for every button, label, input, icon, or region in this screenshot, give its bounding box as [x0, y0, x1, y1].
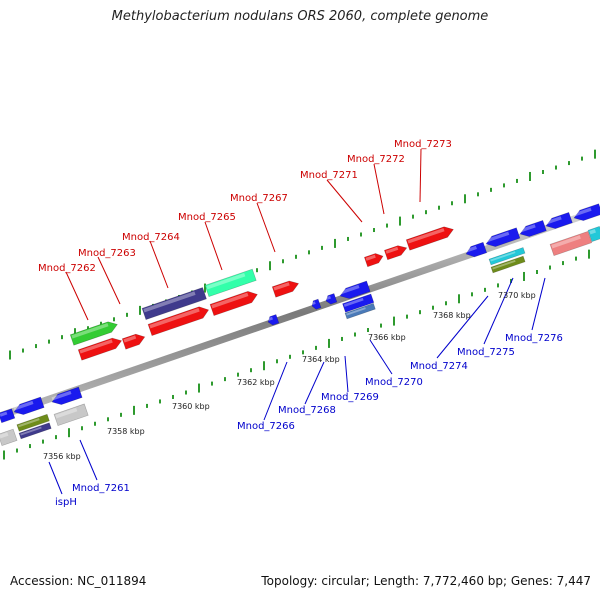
leader-line: [149, 240, 169, 289]
leader-line: [344, 355, 349, 393]
leader-line: [419, 148, 422, 203]
gene-feature: [18, 422, 52, 440]
gene-label-bottom[interactable]: Mnod_7274: [410, 361, 468, 372]
gene-feature: [0, 428, 18, 447]
leader-line: [79, 439, 98, 481]
gene-feature: [383, 245, 408, 261]
gene-feature: [519, 219, 547, 237]
gene-label-top[interactable]: Mnod_7267: [230, 193, 288, 204]
scale-label: 7370 kbp: [498, 291, 536, 300]
leader-line: [204, 221, 223, 271]
gene-labels: Mnod_7262 Mnod_7263 Mnod_7264 Mnod_7265 …: [38, 139, 563, 508]
leader-line: [326, 179, 363, 223]
gene-feature: [490, 255, 526, 274]
gene-feature: [77, 337, 123, 361]
accession-text: Accession: NC_011894: [10, 574, 147, 588]
gene-label-top[interactable]: Mnod_7273: [394, 139, 452, 150]
gene-label-bottom[interactable]: Mnod_7269: [321, 392, 379, 403]
kbp-scale-labels: 7356 kbp 7358 kbp 7360 kbp 7362 kbp 7364…: [43, 291, 536, 461]
gene-feature: [488, 247, 526, 266]
leader-line: [263, 361, 288, 421]
leader-line: [256, 202, 276, 253]
map-title: Methylobacterium nodulans ORS 2060, comp…: [111, 9, 489, 24]
gene-label-top[interactable]: Mnod_7262: [38, 263, 96, 274]
gene-feature: [209, 291, 258, 317]
gene-feature: [267, 314, 280, 326]
gene-feature: [0, 408, 16, 424]
scale-label: 7356 kbp: [43, 452, 81, 461]
gene-feature: [51, 386, 83, 405]
gene-feature: [13, 396, 45, 415]
gene-feature: [271, 280, 300, 298]
gene-label-bottom[interactable]: ispH: [55, 497, 77, 508]
leader-line: [48, 461, 63, 495]
gene-feature: [311, 298, 322, 310]
scale-label: 7368 kbp: [433, 311, 471, 320]
gene-feature: [141, 287, 207, 321]
gene-feature: [121, 333, 146, 350]
label-leader-lines: [48, 148, 546, 495]
gene-label-bottom[interactable]: Mnod_7270: [365, 377, 423, 388]
gene-label-top[interactable]: Mnod_7264: [122, 232, 180, 243]
gene-feature: [465, 241, 488, 258]
gene-feature: [545, 211, 573, 229]
gene-feature: [363, 253, 384, 268]
gene-feature: [342, 293, 375, 313]
leader-line: [373, 163, 385, 215]
leader-line: [304, 361, 325, 405]
gene-label-top[interactable]: Mnod_7263: [78, 248, 136, 259]
gene-feature: [16, 413, 50, 432]
scale-label: 7362 kbp: [237, 378, 275, 387]
gene-label-bottom[interactable]: Mnod_7275: [457, 347, 515, 358]
gene-feature: [344, 303, 376, 320]
gene-features: [0, 203, 600, 447]
gene-feature: [325, 293, 338, 305]
gene-feature: [69, 321, 118, 346]
leader-line: [65, 271, 89, 321]
gene-label-top[interactable]: Mnod_7271: [300, 170, 358, 181]
scale-label: 7360 kbp: [172, 402, 210, 411]
leader-line: [531, 277, 546, 331]
topology-text: Topology: circular; Length: 7,772,460 bp…: [261, 574, 591, 588]
gene-label-bottom[interactable]: Mnod_7266: [237, 421, 295, 432]
gene-feature: [204, 268, 257, 298]
gene-feature: [339, 280, 371, 299]
gene-feature: [53, 403, 89, 427]
gene-feature: [147, 306, 210, 337]
leader-line: [483, 277, 514, 345]
leader-line: [436, 295, 489, 359]
gene-feature: [485, 227, 521, 247]
scale-label: 7364 kbp: [302, 355, 340, 364]
gene-label-bottom[interactable]: Mnod_7276: [505, 333, 563, 344]
leader-line: [97, 256, 121, 305]
scale-label: 7366 kbp: [368, 333, 406, 342]
gene-feature: [573, 203, 600, 221]
gene-label-top[interactable]: Mnod_7272: [347, 154, 405, 165]
gene-feature: [549, 230, 593, 257]
leader-line: [369, 339, 393, 375]
gene-label-bottom[interactable]: Mnod_7261: [72, 483, 130, 494]
gene-feature: [587, 226, 600, 243]
gene-label-bottom[interactable]: Mnod_7268: [278, 405, 336, 416]
gene-feature: [405, 226, 454, 251]
scale-label: 7358 kbp: [107, 427, 145, 436]
gene-label-top[interactable]: Mnod_7265: [178, 212, 236, 223]
